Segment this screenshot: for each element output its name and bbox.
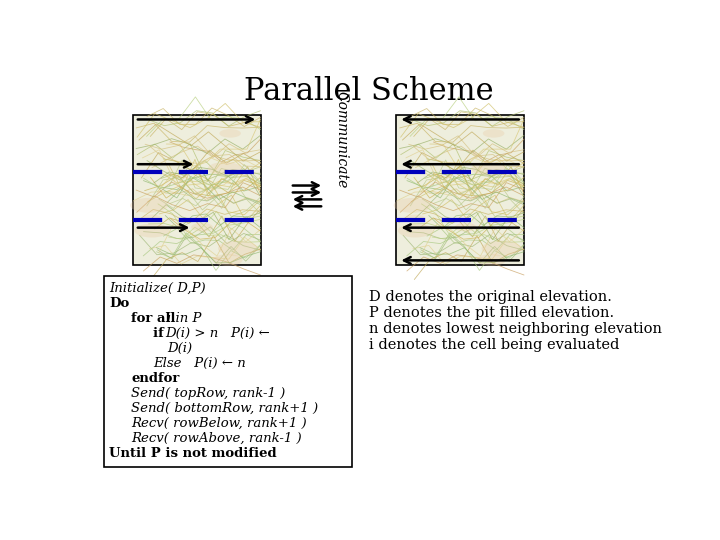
Text: n denotes lowest neighboring elevation: n denotes lowest neighboring elevation <box>369 322 662 336</box>
Text: Send( topRow, rank-1 ): Send( topRow, rank-1 ) <box>131 387 285 400</box>
Ellipse shape <box>472 162 505 176</box>
Text: Initialize( D,P): Initialize( D,P) <box>109 282 206 295</box>
Text: if: if <box>153 327 168 340</box>
Text: Else   P(i) ← n: Else P(i) ← n <box>153 357 246 370</box>
Text: Recv( rowBelow, rank+1 ): Recv( rowBelow, rank+1 ) <box>131 417 307 430</box>
Ellipse shape <box>394 198 431 213</box>
Ellipse shape <box>130 198 168 213</box>
Text: D(i): D(i) <box>168 342 193 355</box>
Ellipse shape <box>477 254 506 266</box>
Text: for all: for all <box>131 312 180 325</box>
Ellipse shape <box>143 214 161 222</box>
Text: i in P: i in P <box>167 312 201 325</box>
Ellipse shape <box>208 162 242 176</box>
Text: endfor: endfor <box>131 372 179 385</box>
Text: Communicate: Communicate <box>335 91 349 188</box>
Text: Do: Do <box>109 297 130 310</box>
Text: D(i) > n   P(i) ←: D(i) > n P(i) ← <box>165 327 270 340</box>
Ellipse shape <box>406 214 425 222</box>
Bar <box>132 115 261 265</box>
Text: P denotes the pit filled elevation.: P denotes the pit filled elevation. <box>369 306 614 320</box>
Ellipse shape <box>213 254 243 266</box>
Text: D denotes the original elevation.: D denotes the original elevation. <box>369 289 612 303</box>
Text: Send( bottomRow, rank+1 ): Send( bottomRow, rank+1 ) <box>131 402 318 415</box>
Ellipse shape <box>135 224 169 238</box>
Text: Recv( rowAbove, rank-1 ): Recv( rowAbove, rank-1 ) <box>131 432 302 445</box>
Ellipse shape <box>454 223 477 232</box>
Bar <box>104 276 352 467</box>
Ellipse shape <box>218 241 257 256</box>
Text: Parallel Scheme: Parallel Scheme <box>244 76 494 107</box>
Ellipse shape <box>483 129 505 138</box>
Bar <box>396 115 524 265</box>
Ellipse shape <box>398 224 433 238</box>
Text: Until P is not modified: Until P is not modified <box>109 447 277 460</box>
Text: i denotes the cell being evaluated: i denotes the cell being evaluated <box>369 338 619 352</box>
Ellipse shape <box>220 129 241 138</box>
Ellipse shape <box>191 223 213 232</box>
Ellipse shape <box>482 241 521 256</box>
